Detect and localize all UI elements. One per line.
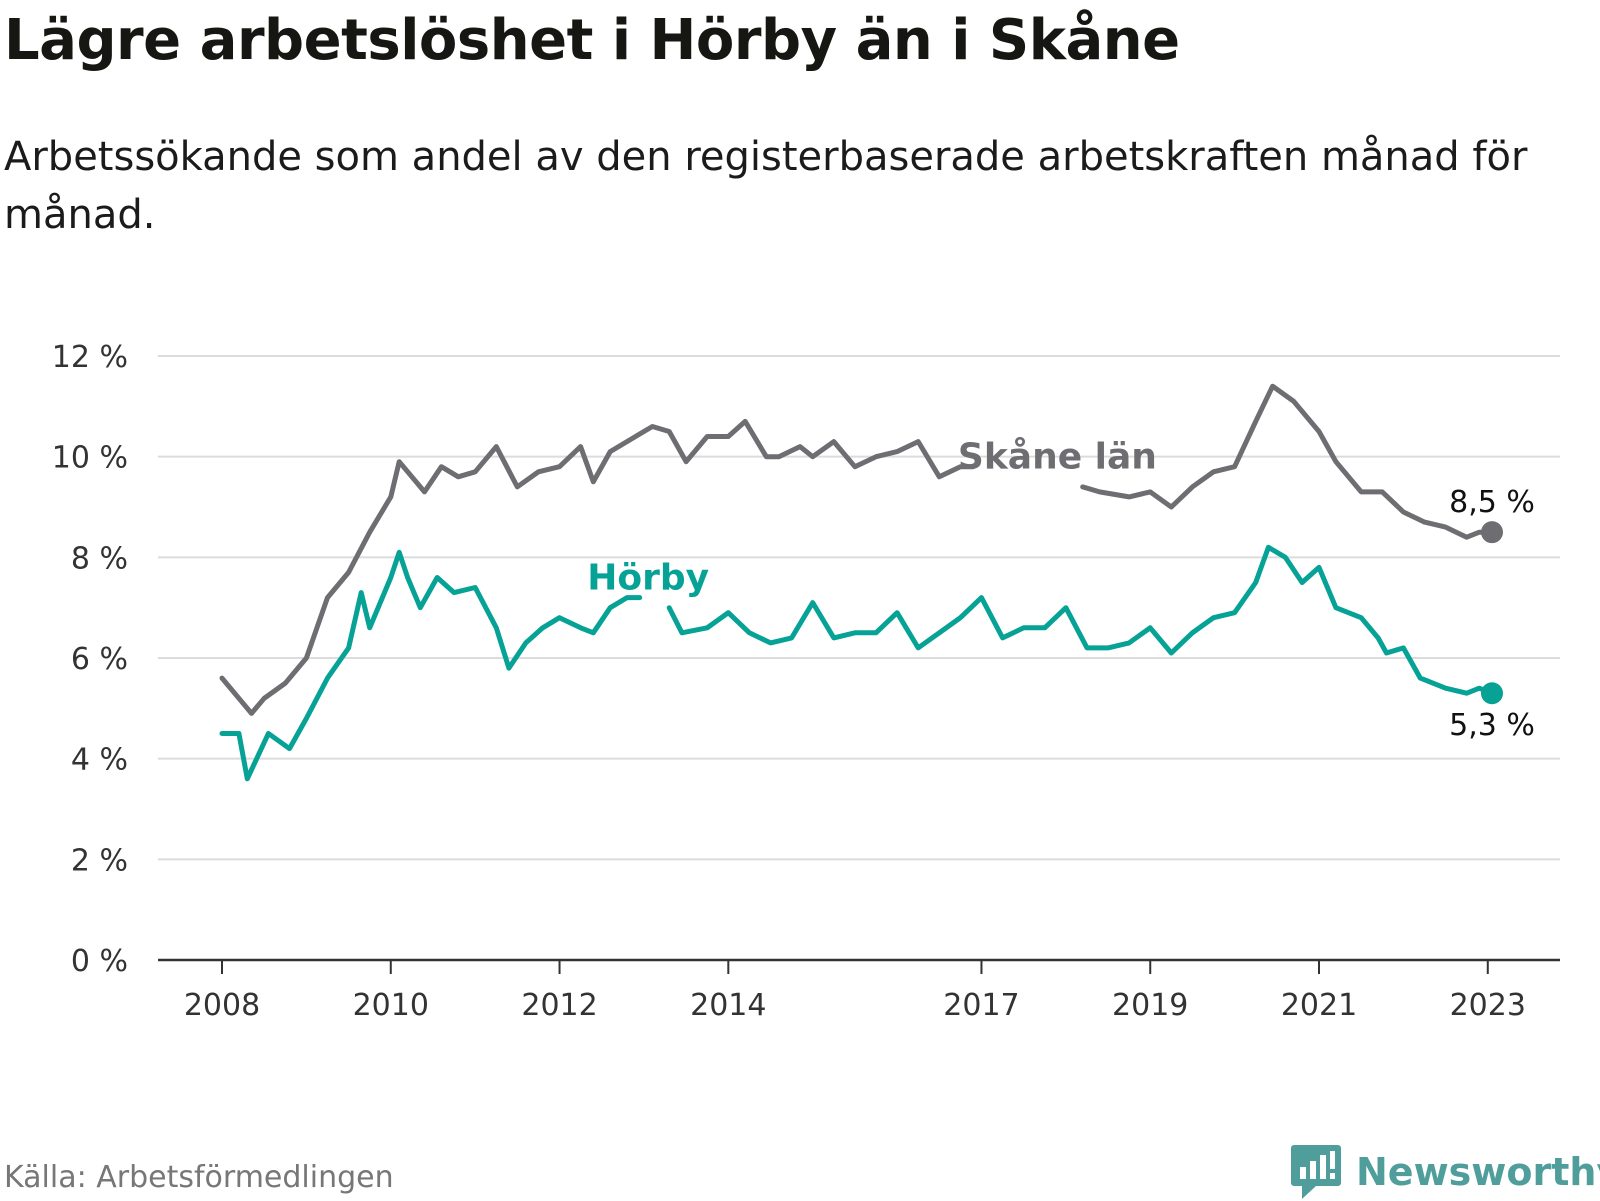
series-label-horby: Hörby <box>587 557 709 598</box>
x-tick-label: 2008 <box>184 988 260 1023</box>
x-tick-label: 2014 <box>690 988 766 1023</box>
brand-name: Newsworthy <box>1356 1150 1600 1194</box>
y-tick-label: 2 % <box>71 843 128 878</box>
x-tick-label: 2021 <box>1281 988 1357 1023</box>
line-chart: 0 % 2 % 4 % 6 % 8 % 10 % 12 % 2008 2010 2012 2014… <box>52 340 1560 1023</box>
x-tick-label: 2023 <box>1450 988 1526 1023</box>
end-value-label-horby: 5,3 % <box>1449 708 1535 743</box>
end-value-label-skane: 8,5 % <box>1449 485 1535 520</box>
y-tick-label: 6 % <box>71 642 128 677</box>
y-tick-label: 8 % <box>71 541 128 576</box>
y-tick-label: 0 % <box>71 944 128 979</box>
chart-subtitle: Arbetssökande som andel av den registerb… <box>4 134 1528 238</box>
series-line-horby <box>666 544 1495 696</box>
series-lines <box>219 383 1503 782</box>
chart-title: Lägre arbetslöshet i Hörby än i Skåne <box>4 8 1180 73</box>
grid-lines <box>158 355 1560 861</box>
brand-logo[interactable]: Newsworthy <box>1290 1143 1600 1201</box>
y-tick-label: 12 % <box>52 340 128 375</box>
newsworthy-logo-icon <box>1291 1145 1341 1199</box>
x-tick-label: 2010 <box>353 988 429 1023</box>
x-tick-label: 2019 <box>1112 988 1188 1023</box>
end-point-horby <box>1481 682 1503 705</box>
series-line-skane <box>219 418 976 716</box>
x-tick-label: 2017 <box>943 988 1019 1023</box>
x-tick-label: 2012 <box>521 988 597 1023</box>
y-axis-ticks: 0 % 2 % 4 % 6 % 8 % 10 % 12 % <box>52 340 128 979</box>
y-tick-label: 4 % <box>71 743 128 778</box>
source-note: Källa: Arbetsförmedlingen <box>4 1160 394 1195</box>
series-line-horby <box>219 549 643 782</box>
series-labels: Skåne län Hörby 8,5 % 5,3 % <box>587 437 1535 744</box>
end-point-skane <box>1481 521 1503 544</box>
series-line-skane <box>1080 383 1495 540</box>
series-label-skane: Skåne län <box>958 437 1157 478</box>
x-axis-ticks: 2008 2010 2012 2014 2017 2019 2021 2023 <box>158 958 1560 1023</box>
y-tick-label: 10 % <box>52 441 128 476</box>
